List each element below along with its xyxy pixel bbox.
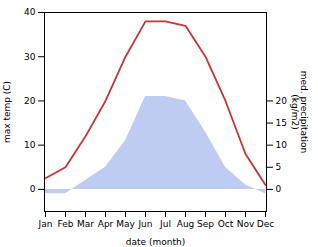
svg-text:20: 20 xyxy=(276,96,288,106)
svg-text:Oct: Oct xyxy=(218,219,234,229)
svg-text:Mar: Mar xyxy=(77,219,94,229)
svg-text:med. precipitation(kg/m2): med. precipitation(kg/m2) xyxy=(290,71,309,153)
svg-text:10: 10 xyxy=(24,140,36,150)
svg-text:Dec: Dec xyxy=(257,219,274,229)
svg-text:10: 10 xyxy=(276,140,288,150)
svg-text:Apr: Apr xyxy=(98,219,114,229)
svg-text:Feb: Feb xyxy=(58,219,74,229)
svg-text:Sep: Sep xyxy=(197,219,214,229)
svg-text:max temp (C): max temp (C) xyxy=(2,81,12,143)
svg-text:Jul: Jul xyxy=(159,219,171,229)
svg-text:20: 20 xyxy=(24,96,36,106)
svg-text:Jan: Jan xyxy=(38,219,53,229)
svg-text:5: 5 xyxy=(276,162,282,172)
svg-text:Aug: Aug xyxy=(177,219,195,229)
svg-text:30: 30 xyxy=(24,52,36,62)
svg-text:May: May xyxy=(116,219,135,229)
svg-text:Nov: Nov xyxy=(237,219,255,229)
svg-text:Jun: Jun xyxy=(137,219,152,229)
svg-text:0: 0 xyxy=(30,184,36,194)
svg-text:15: 15 xyxy=(276,118,287,128)
svg-text:date (month): date (month) xyxy=(126,237,185,247)
svg-text:40: 40 xyxy=(24,7,36,17)
svg-text:0: 0 xyxy=(276,184,282,194)
